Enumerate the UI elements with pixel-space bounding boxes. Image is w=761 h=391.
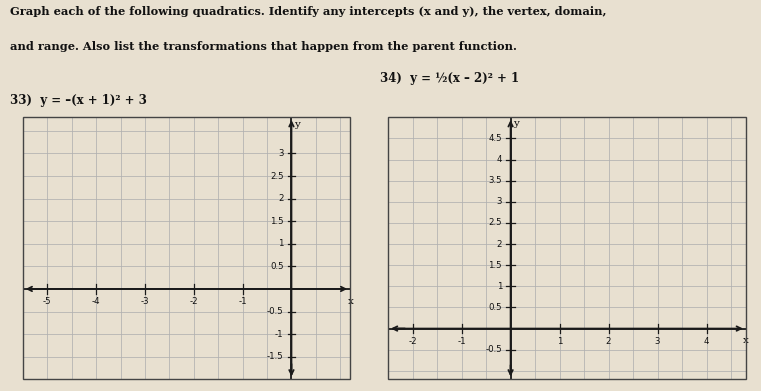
Text: x: x <box>743 336 750 345</box>
Text: and range. Also list the transformations that happen from the parent function.: and range. Also list the transformations… <box>10 41 517 52</box>
Text: 3: 3 <box>278 149 284 158</box>
Text: -0.5: -0.5 <box>267 307 284 316</box>
Text: -4: -4 <box>92 298 100 307</box>
Text: 2: 2 <box>278 194 284 203</box>
Text: 4: 4 <box>496 155 502 164</box>
Text: -2: -2 <box>409 337 417 346</box>
Text: 2: 2 <box>606 337 611 346</box>
Text: 1: 1 <box>278 239 284 248</box>
Text: 3: 3 <box>496 197 502 206</box>
Text: 1.5: 1.5 <box>489 261 502 270</box>
Text: -5: -5 <box>43 298 52 307</box>
Text: 34)  y = ½(x – 2)² + 1: 34) y = ½(x – 2)² + 1 <box>380 72 520 85</box>
Text: 3: 3 <box>654 337 661 346</box>
Text: -1: -1 <box>238 298 247 307</box>
Text: y: y <box>513 119 519 128</box>
Text: 2: 2 <box>496 240 502 249</box>
Text: 0.5: 0.5 <box>489 303 502 312</box>
Text: 33)  y = –(x + 1)² + 3: 33) y = –(x + 1)² + 3 <box>10 94 147 107</box>
Text: 1: 1 <box>557 337 562 346</box>
Text: y: y <box>294 120 300 129</box>
Text: -2: -2 <box>189 298 198 307</box>
Text: Graph each of the following quadratics. Identify any intercepts (x and y), the v: Graph each of the following quadratics. … <box>10 6 607 17</box>
Text: -3: -3 <box>141 298 149 307</box>
Text: 1.5: 1.5 <box>270 217 284 226</box>
Text: -1: -1 <box>457 337 466 346</box>
Text: 2.5: 2.5 <box>270 172 284 181</box>
Text: 0.5: 0.5 <box>270 262 284 271</box>
Text: x: x <box>348 297 354 306</box>
Text: 4.5: 4.5 <box>489 134 502 143</box>
Text: -1.5: -1.5 <box>267 352 284 361</box>
Text: 4: 4 <box>704 337 709 346</box>
Text: 3.5: 3.5 <box>489 176 502 185</box>
Text: 2.5: 2.5 <box>489 219 502 228</box>
Text: -0.5: -0.5 <box>486 345 502 354</box>
Text: -1: -1 <box>275 330 284 339</box>
Text: 1: 1 <box>496 282 502 291</box>
